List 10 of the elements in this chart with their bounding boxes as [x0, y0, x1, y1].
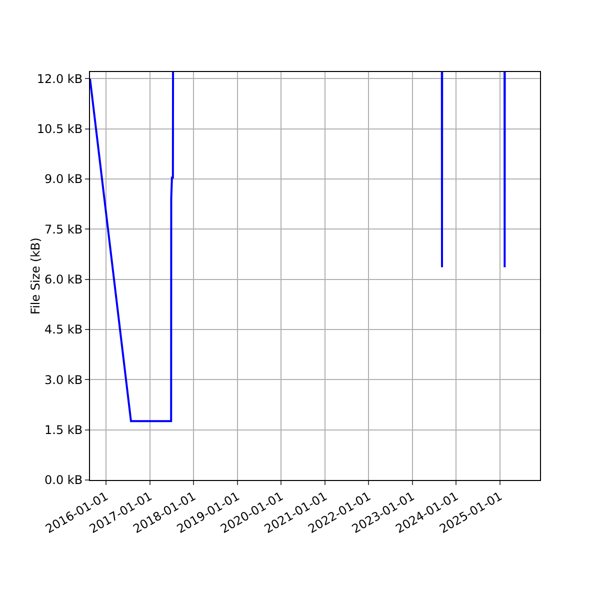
y-tick-label: 3.0 kB [44, 372, 83, 387]
y-tick-label: 0.0 kB [44, 473, 83, 488]
y-tick-label: 4.5 kB [44, 322, 83, 337]
y-tick-label: 1.5 kB [44, 423, 83, 438]
y-tick-label: 9.0 kB [44, 172, 83, 186]
y-tick-label: 7.5 kB [44, 222, 83, 236]
y-axis-title: File Size (kB) [28, 238, 43, 314]
y-tick-label: 12.0 kB [36, 72, 83, 86]
y-tick-label: 6.0 kB [44, 272, 83, 287]
y-tick-label: 10.5 kB [36, 122, 83, 136]
